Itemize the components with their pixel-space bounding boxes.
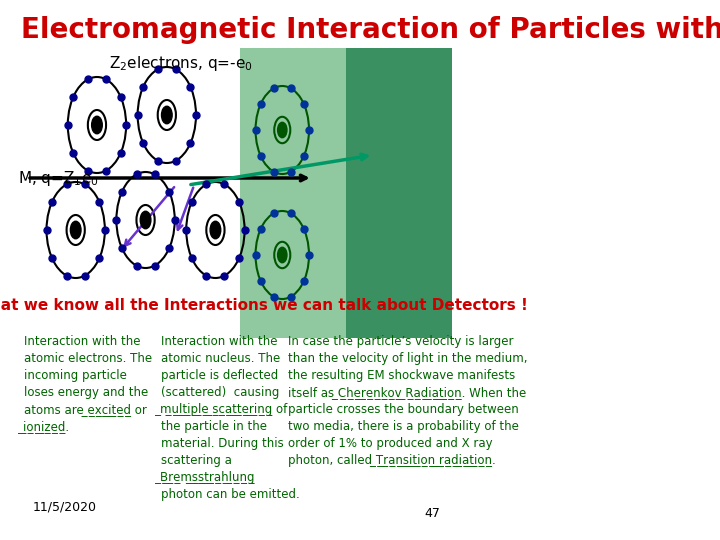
Circle shape [210, 221, 221, 239]
Text: atomic electrons. The: atomic electrons. The [24, 352, 152, 365]
Text: photon, called ̲T̲r̲a̲n̲s̲i̲t̲i̲o̲n̲ ̲r̲a̲d̲i̲a̲t̲i̲o̲n̲.: photon, called ̲T̲r̲a̲n̲s̲i̲t̲i̲o̲n̲ ̲r̲… [288, 454, 496, 467]
Text: Electromagnetic Interaction of Particles with Matter: Electromagnetic Interaction of Particles… [21, 16, 720, 44]
Text: the resulting EM shockwave manifests: the resulting EM shockwave manifests [288, 369, 516, 382]
Text: than the velocity of light in the medium,: than the velocity of light in the medium… [288, 352, 528, 365]
Text: Interaction with the: Interaction with the [161, 335, 277, 348]
Circle shape [161, 106, 172, 124]
Text: photon can be emitted.: photon can be emitted. [161, 488, 300, 501]
Text: Interaction with the: Interaction with the [24, 335, 140, 348]
Text: 47: 47 [424, 507, 440, 520]
Circle shape [91, 116, 102, 134]
Text: material. During this: material. During this [161, 437, 284, 450]
Text: atomic nucleus. The: atomic nucleus. The [161, 352, 280, 365]
Text: atoms are ̲e̲x̲c̲i̲t̲e̲d̲ or: atoms are ̲e̲x̲c̲i̲t̲e̲d̲ or [24, 403, 147, 416]
Text: the particle in the: the particle in the [161, 420, 266, 433]
Text: order of 1% to produced and X ray: order of 1% to produced and X ray [288, 437, 493, 450]
Bar [240, 48, 346, 338]
Text: incoming particle: incoming particle [24, 369, 127, 382]
Text: ̲B̲r̲e̲m̲s̲s̲t̲r̲a̲h̲l̲u̲n̲g̲: ̲B̲r̲e̲m̲s̲s̲t̲r̲a̲h̲l̲u̲n̲g̲ [161, 471, 256, 484]
Text: In case the particle’s velocity is larger: In case the particle’s velocity is large… [288, 335, 514, 348]
Text: particle crosses the boundary between: particle crosses the boundary between [288, 403, 519, 416]
Circle shape [278, 122, 287, 138]
Text: Now that we know all the Interactions we can talk about Detectors !: Now that we know all the Interactions we… [0, 298, 528, 313]
Text: ̲m̲u̲l̲t̲i̲p̲l̲e̲ ̲s̲c̲a̲t̲t̲e̲r̲i̲n̲g̲ of: ̲m̲u̲l̲t̲i̲p̲l̲e̲ ̲s̲c̲a̲t̲t̲e̲r̲i̲n̲g̲ … [161, 403, 288, 416]
Bar [346, 48, 452, 338]
Text: (scattered)  causing: (scattered) causing [161, 386, 279, 399]
Text: itself as ̲C̲h̲e̲r̲e̲n̲k̲o̲v̲ ̲R̲a̲d̲i̲a̲t̲i̲o̲n̲. When the: itself as ̲C̲h̲e̲r̲e̲n̲k̲o̲v̲ ̲R̲a̲d̲i̲a… [288, 386, 526, 399]
Text: particle is deflected: particle is deflected [161, 369, 278, 382]
Circle shape [71, 221, 81, 239]
Text: Z$_2$electrons, q=-e$_0$: Z$_2$electrons, q=-e$_0$ [109, 54, 253, 73]
Text: 11/5/2020: 11/5/2020 [33, 500, 97, 513]
Text: M, q=Z$_1$e$_0$: M, q=Z$_1$e$_0$ [18, 169, 99, 188]
Text: scattering a: scattering a [161, 454, 232, 467]
Text: loses energy and the: loses energy and the [24, 386, 148, 399]
Circle shape [140, 211, 151, 229]
Circle shape [278, 247, 287, 262]
Text: ̲i̲o̲n̲i̲z̲e̲d̲.: ̲i̲o̲n̲i̲z̲e̲d̲. [24, 420, 70, 433]
Text: two media, there is a probability of the: two media, there is a probability of the [288, 420, 519, 433]
